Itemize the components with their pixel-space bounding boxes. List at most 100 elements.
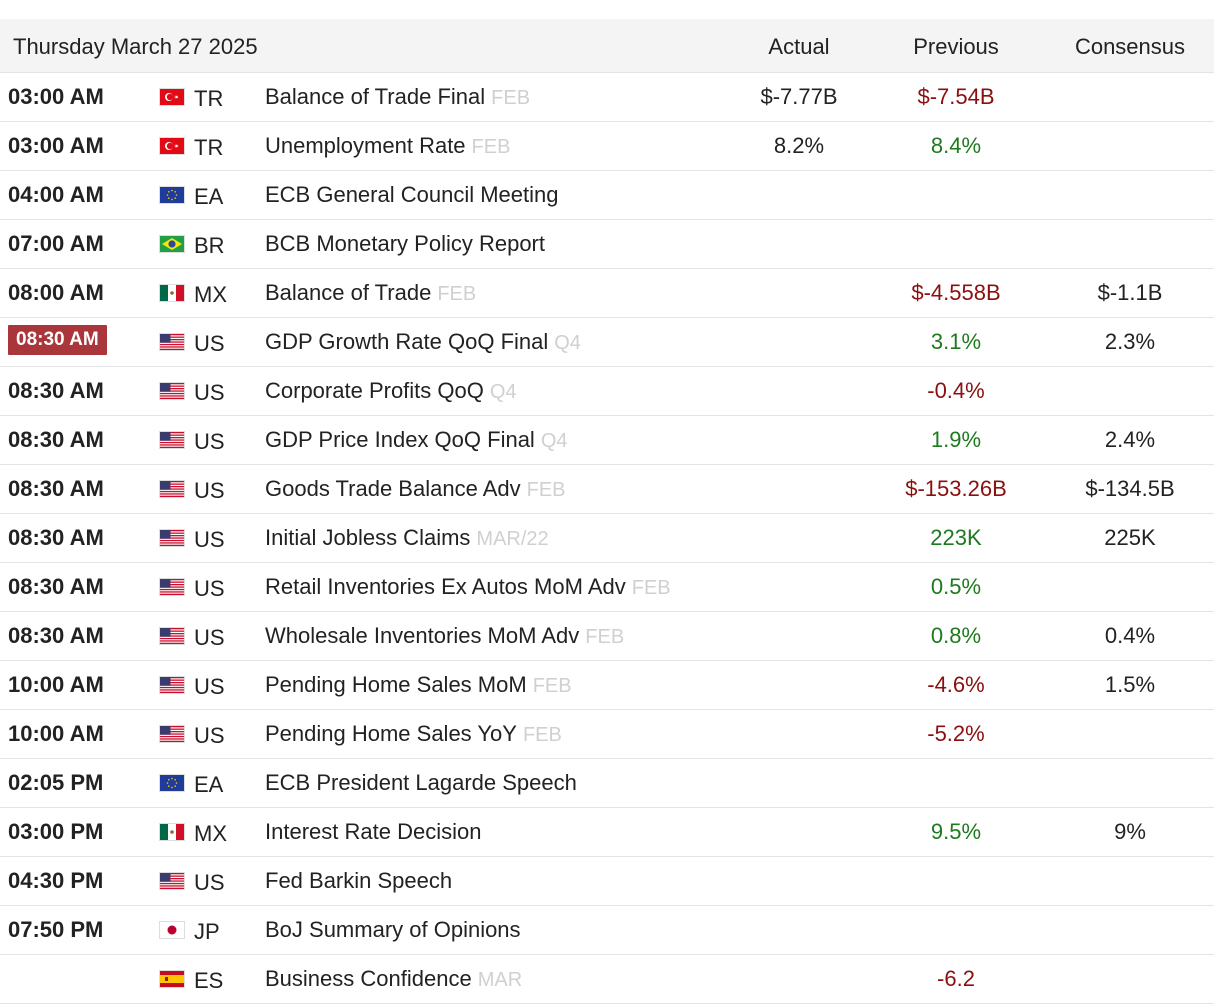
us-flag-icon — [159, 431, 185, 449]
consensus-value: $-134.5B — [1085, 476, 1175, 501]
table-row[interactable]: 03:00 AM TR Unemployment Rate FEB 8.2% 8.4% — [0, 122, 1214, 171]
table-row[interactable]: 03:00 PM MX Interest Rate Decision 9.5% 9% — [0, 808, 1214, 857]
event-name[interactable]: Pending Home Sales YoY FEB — [265, 721, 562, 747]
event-name[interactable]: Balance of Trade FEB — [265, 280, 476, 306]
table-row[interactable]: 08:30 AM US Initial Jobless Claims MAR/22 22… — [0, 514, 1214, 563]
event-title[interactable]: ECB General Council Meeting — [265, 182, 559, 207]
event-name[interactable]: Retail Inventories Ex Autos MoM Adv FEB — [265, 574, 671, 600]
event-title[interactable]: Pending Home Sales MoM — [265, 672, 527, 697]
event-time: 10:00 AM — [8, 721, 104, 746]
table-row[interactable]: 04:00 AM EA ECB General Council Meeting — [0, 171, 1214, 220]
event-title[interactable]: Pending Home Sales YoY — [265, 721, 517, 746]
event-title[interactable]: BoJ Summary of Opinions — [265, 917, 521, 942]
previous-value: -4.6% — [927, 672, 985, 697]
event-title[interactable]: Goods Trade Balance Adv — [265, 476, 521, 501]
event-title[interactable]: Retail Inventories Ex Autos MoM Adv — [265, 574, 626, 599]
previous-value: $-153.26B — [905, 476, 1007, 501]
event-title[interactable]: Business Confidence — [265, 966, 472, 991]
event-name[interactable]: Pending Home Sales MoM FEB — [265, 672, 572, 698]
country-code[interactable]: US — [194, 625, 225, 650]
country-code[interactable]: US — [194, 576, 225, 601]
date-heading: Thursday March 27 2025 — [13, 34, 258, 59]
reference-period: FEB — [522, 724, 562, 746]
table-row[interactable]: ES Business Confidence MAR -6.2 — [0, 955, 1214, 1004]
country-code[interactable]: US — [194, 527, 225, 552]
country-code[interactable]: US — [194, 723, 225, 748]
event-title[interactable]: ECB President Lagarde Speech — [265, 770, 577, 795]
country-code[interactable]: US — [194, 331, 225, 356]
event-name[interactable]: ECB General Council Meeting — [265, 182, 558, 208]
eu-flag-icon — [159, 186, 185, 204]
reference-period: FEB — [526, 479, 566, 501]
table-row[interactable]: 10:00 AM US Pending Home Sales YoY FEB -5.2% — [0, 710, 1214, 759]
event-name[interactable]: Goods Trade Balance Adv FEB — [265, 476, 566, 502]
table-row[interactable]: 08:30 AM US Corporate Profits QoQ Q4 -0.4% — [0, 367, 1214, 416]
table-row[interactable]: 08:30 AM US Retail Inventories Ex Autos Mo… — [0, 563, 1214, 612]
event-name[interactable]: Unemployment Rate FEB — [265, 133, 510, 159]
event-title[interactable]: Balance of Trade — [265, 280, 432, 305]
consensus-column-header[interactable]: Consensus — [1074, 34, 1186, 59]
event-time: 08:30 AM — [8, 427, 104, 452]
us-flag-icon — [159, 578, 185, 596]
table-row[interactable]: 02:05 PM EA ECB President Lagarde Speech — [0, 759, 1214, 808]
table-row[interactable]: 08:30 AM US Goods Trade Balance Adv FEB $-15… — [0, 465, 1214, 514]
country-code[interactable]: TR — [194, 86, 224, 111]
table-row[interactable]: 10:00 AM US Pending Home Sales MoM FEB -4.6%… — [0, 661, 1214, 710]
table-row[interactable]: 08:30 AM US GDP Price Index QoQ Final Q4 1.9… — [0, 416, 1214, 465]
table-row[interactable]: 08:30 AM US Wholesale Inventories MoM Adv F… — [0, 612, 1214, 661]
event-title[interactable]: Interest Rate Decision — [265, 819, 482, 844]
event-title[interactable]: Corporate Profits QoQ — [265, 378, 484, 403]
table-row[interactable]: 03:00 AM TR Balance of Trade Final FEB $-7.7… — [0, 73, 1214, 122]
event-title[interactable]: BCB Monetary Policy Report — [265, 231, 545, 256]
event-name[interactable]: Initial Jobless Claims MAR/22 — [265, 525, 549, 551]
event-name[interactable]: Business Confidence MAR — [265, 966, 522, 992]
country-code[interactable]: US — [194, 870, 225, 895]
event-name[interactable]: Wholesale Inventories MoM Adv FEB — [265, 623, 624, 649]
table-row[interactable]: 04:30 PM US Fed Barkin Speech — [0, 857, 1214, 906]
event-title[interactable]: Balance of Trade Final — [265, 84, 486, 109]
event-name[interactable]: Balance of Trade Final FEB — [265, 84, 530, 110]
consensus-value: 225K — [1104, 525, 1156, 550]
tr-flag-icon — [159, 88, 185, 106]
actual-column-header[interactable]: Actual — [768, 34, 830, 59]
event-time: 03:00 AM — [8, 133, 104, 158]
country-code[interactable]: US — [194, 478, 225, 503]
event-title[interactable]: Wholesale Inventories MoM Adv — [265, 623, 580, 648]
table-row[interactable]: 08:30 AM US GDP Growth Rate QoQ Final Q4 3.1… — [0, 318, 1214, 367]
event-name[interactable]: BoJ Summary of Opinions — [265, 917, 521, 943]
event-name[interactable]: BCB Monetary Policy Report — [265, 231, 545, 257]
event-title[interactable]: Initial Jobless Claims — [265, 525, 471, 550]
event-time: 04:30 PM — [8, 868, 104, 893]
event-name[interactable]: Corporate Profits QoQ Q4 — [265, 378, 517, 404]
country-code[interactable]: MX — [194, 821, 227, 846]
event-title[interactable]: GDP Growth Rate QoQ Final — [265, 329, 549, 354]
event-time: 10:00 AM — [8, 672, 104, 697]
table-row[interactable]: 07:50 PM JP BoJ Summary of Opinions — [0, 906, 1214, 955]
country-code[interactable]: EA — [194, 184, 224, 209]
country-code[interactable]: TR — [194, 135, 224, 160]
event-name[interactable]: Fed Barkin Speech — [265, 868, 452, 894]
country-code[interactable]: JP — [194, 919, 220, 944]
previous-column-header[interactable]: Previous — [913, 34, 999, 59]
event-name[interactable]: GDP Price Index QoQ Final Q4 — [265, 427, 568, 453]
event-title[interactable]: GDP Price Index QoQ Final — [265, 427, 535, 452]
table-row[interactable]: 08:00 AM MX Balance of Trade FEB $-4.558B $-1… — [0, 269, 1214, 318]
country-code[interactable]: EA — [194, 772, 224, 797]
country-code[interactable]: MX — [194, 282, 227, 307]
consensus-value: 9% — [1114, 819, 1146, 844]
event-title[interactable]: Unemployment Rate — [265, 133, 466, 158]
event-name[interactable]: GDP Growth Rate QoQ Final Q4 — [265, 329, 581, 355]
reference-period: FEB — [631, 577, 671, 599]
country-code[interactable]: US — [194, 380, 225, 405]
country-code[interactable]: US — [194, 429, 225, 454]
event-name[interactable]: Interest Rate Decision — [265, 819, 481, 845]
country-code[interactable]: US — [194, 674, 225, 699]
event-time: 08:30 AM — [8, 574, 104, 599]
country-code[interactable]: BR — [194, 233, 225, 258]
reference-period: Q4 — [554, 332, 581, 354]
table-row[interactable]: 07:00 AM BR BCB Monetary Policy Report — [0, 220, 1214, 269]
event-title[interactable]: Fed Barkin Speech — [265, 868, 453, 893]
consensus-value: 0.4% — [1104, 623, 1156, 648]
event-name[interactable]: ECB President Lagarde Speech — [265, 770, 577, 796]
country-code[interactable]: ES — [194, 968, 224, 993]
